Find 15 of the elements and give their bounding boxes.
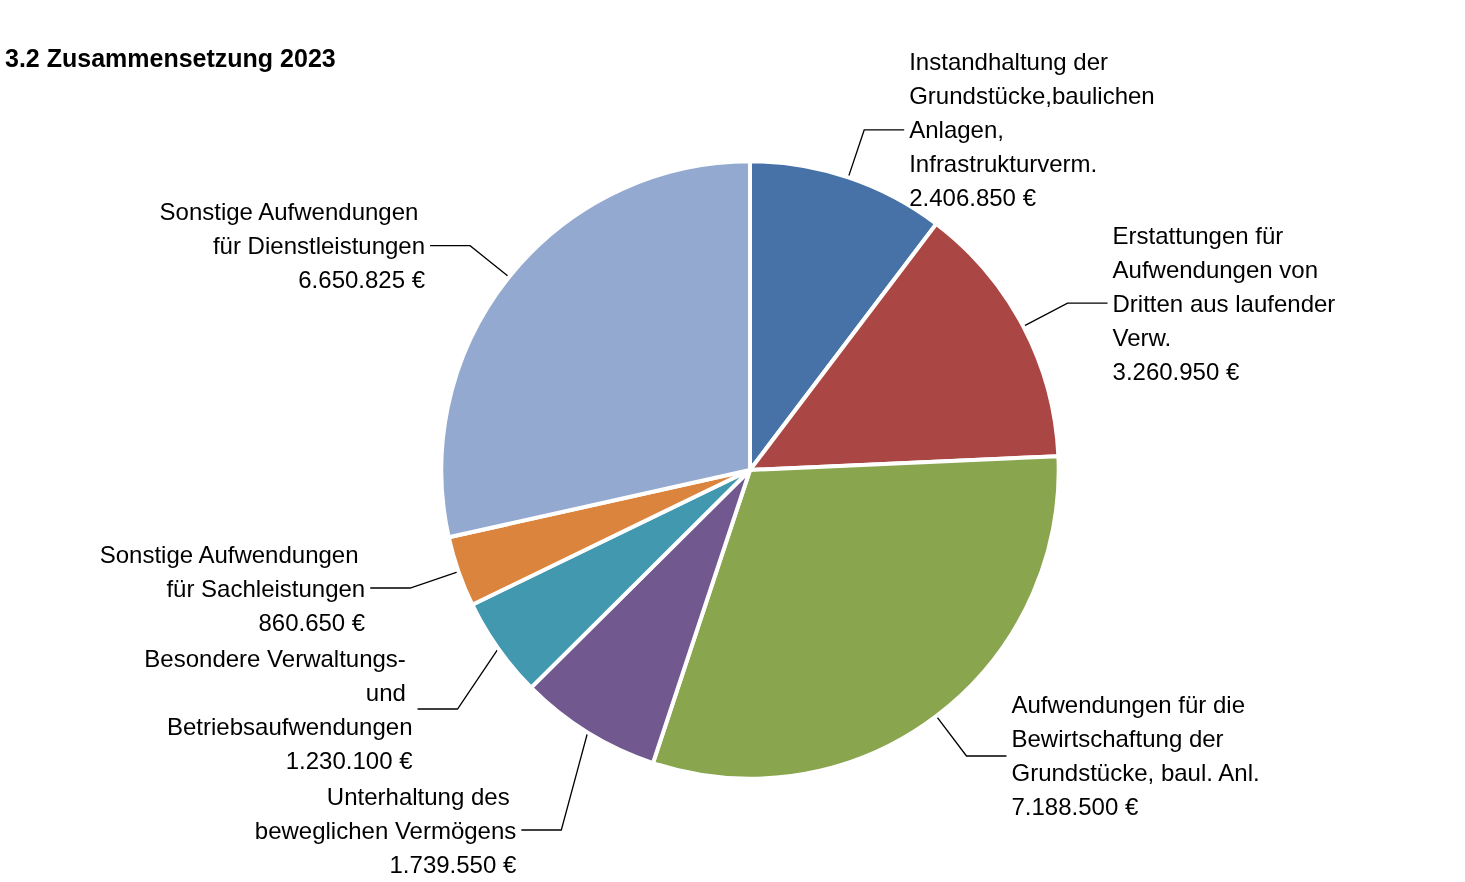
- data-label: 2.406.850 €: [909, 184, 1037, 212]
- chart-title: 3.2 Zusammensetzung 2023: [5, 43, 336, 72]
- data-label: 860.650 €: [258, 608, 366, 636]
- data-label: 1.230.100 €: [285, 746, 414, 774]
- slice-label: Sonstige Aufwendungen für Sachleistungen: [99, 540, 366, 602]
- slice-label: Erstattungen für Aufwendungen von Dritten aus laufender Verw.: [1112, 221, 1342, 351]
- slice-label: Besondere Verwaltungs- und Betriebsaufwendungen: [144, 644, 413, 740]
- slice-label: Unterhaltung des beweglichen Vermögens: [254, 782, 517, 844]
- data-label: 1.739.550 €: [389, 850, 517, 878]
- slice-label: Instandhaltung der Grundstücke,baulichen Anlagen,Infrastrukturverm.: [909, 48, 1162, 178]
- slice-label: Aufwendungen für die Bewirtschaftung der Grundstücke, baul. Anl.: [1011, 691, 1260, 787]
- data-label: 3.260.950 €: [1112, 357, 1240, 385]
- slice-label: Sonstige Aufwendungen für Dienstleistungen: [159, 198, 426, 260]
- data-label: 6.650.825 €: [298, 266, 426, 294]
- data-label: 7.188.500 €: [1011, 793, 1139, 821]
